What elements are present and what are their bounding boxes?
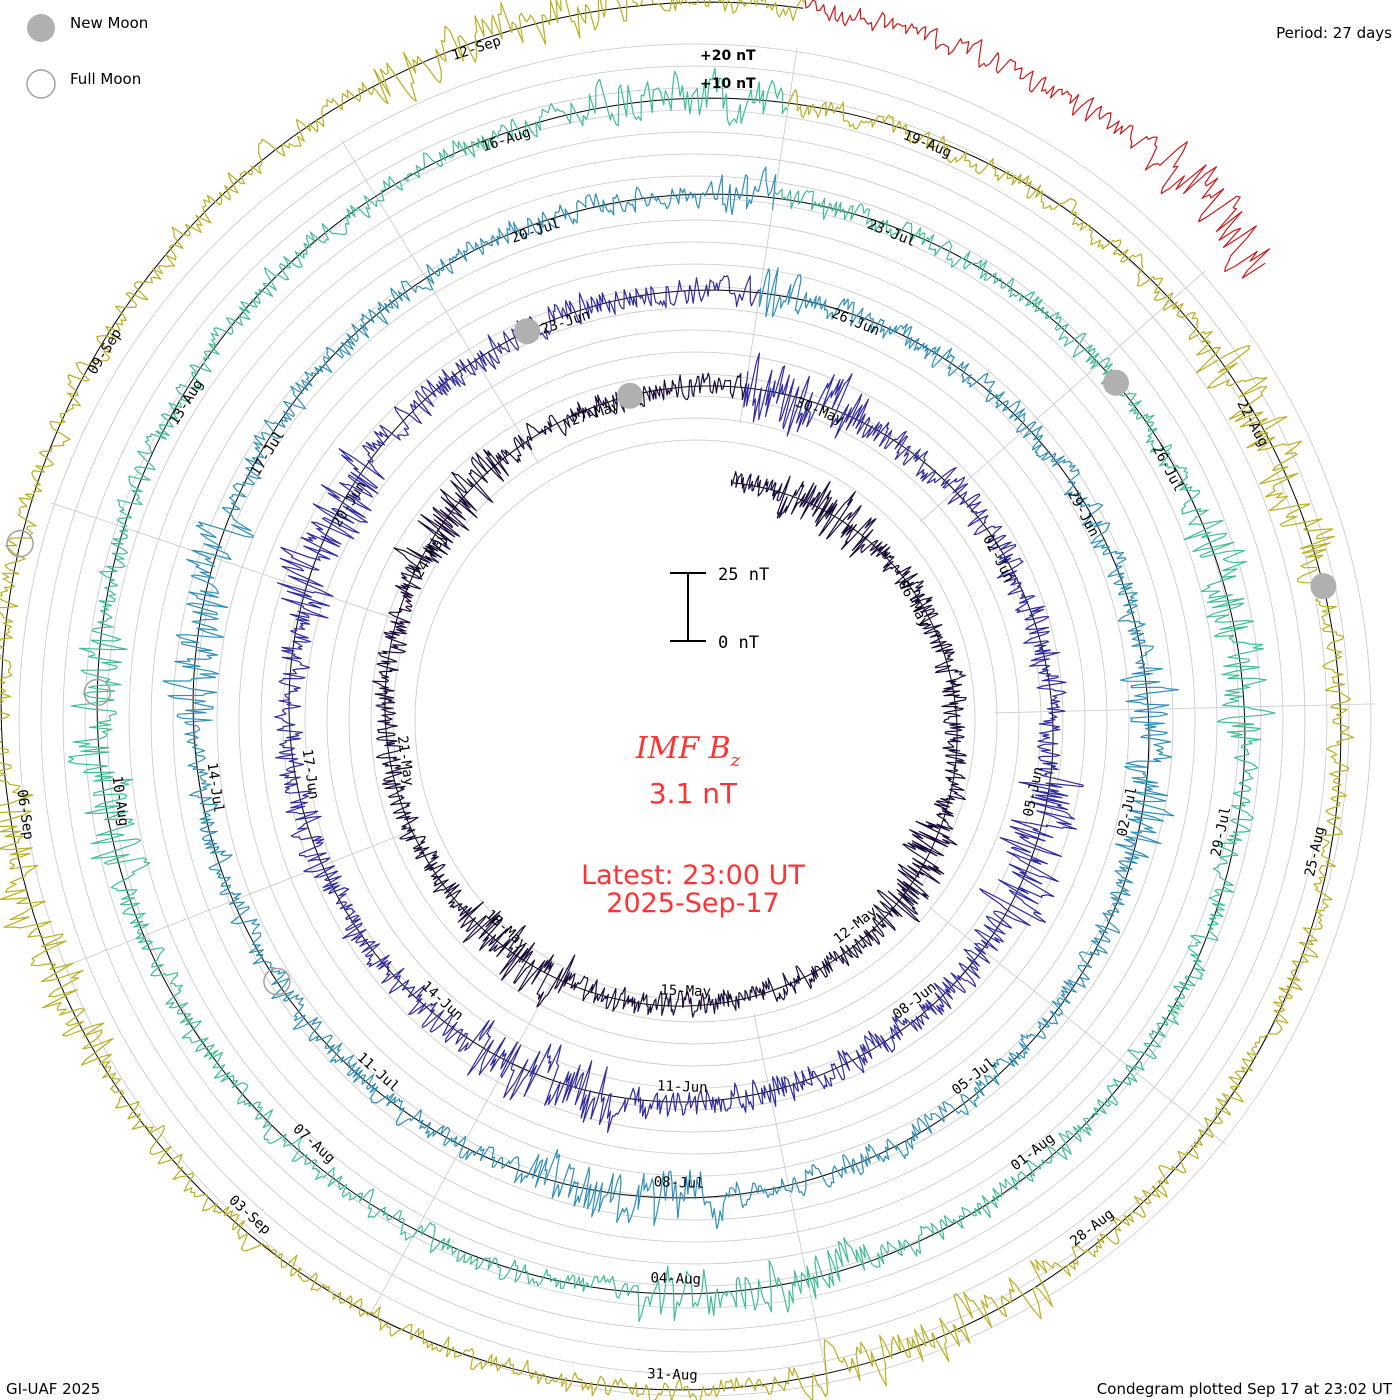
scale-bar: 25 nT 0 nT — [670, 565, 769, 653]
date-label: 17-Jul — [248, 428, 288, 479]
full-moon-legend-icon — [26, 69, 56, 99]
grid-circle — [260, 285, 1130, 1155]
series-layer — [0, 0, 1355, 1400]
grid-circle — [238, 263, 1152, 1177]
series-line-1 — [372, 372, 967, 1018]
zero-baseline-5 — [0, 1, 1342, 1391]
scale-top-label: 25 nT — [718, 565, 769, 585]
legend-new-moon-label: New Moon — [70, 14, 149, 32]
credit-label: GI-UAF 2025 — [6, 1380, 101, 1398]
plotted-timestamp: Condegram plotted Sep 17 at 23:02 UT — [1096, 1380, 1392, 1398]
date-label: 25-Aug — [1302, 825, 1328, 878]
latest-date: 2025-Sep-17 — [606, 888, 779, 919]
date-label: 31-Aug — [647, 1366, 698, 1384]
full-moon-icon — [263, 967, 291, 996]
date-label: 27-May — [569, 398, 622, 429]
grid-spoke — [368, 983, 552, 1317]
grid-spoke — [919, 270, 1206, 523]
date-label: 20-Jul — [509, 216, 562, 247]
grid-spoke — [929, 907, 1227, 1145]
date-label: 23-Jul — [865, 217, 918, 251]
full-moon-icon — [6, 529, 34, 558]
series-line-3 — [162, 166, 1180, 1230]
grid-circle — [304, 329, 1086, 1111]
new-moon-icon — [1310, 573, 1337, 600]
date-label: 17-Jun — [299, 748, 322, 800]
moon-markers-layer — [6, 318, 1337, 996]
date-label: 10-Aug — [109, 775, 132, 827]
grid-circle — [370, 395, 1020, 1045]
period-label: Period: 27 days — [1276, 24, 1392, 42]
date-label: 09-Sep — [85, 326, 125, 377]
grid-layer — [0, 1, 1375, 1397]
new-moon-icon — [514, 318, 541, 345]
grid-circle — [62, 87, 1328, 1353]
grid-circle — [348, 373, 1042, 1067]
date-label: 06-Sep — [13, 788, 36, 840]
grid-circle — [326, 351, 1064, 1089]
new-moon-icon — [1102, 369, 1129, 396]
date-label: 05-Jul — [949, 1055, 999, 1099]
date-label: 08-Jul — [653, 1174, 704, 1192]
grid-circle — [128, 153, 1262, 1287]
ring-label-plus-20: +20 nT — [700, 48, 756, 64]
grid-circle — [194, 219, 1196, 1221]
date-label: 29-Jul — [1208, 805, 1234, 858]
new-moon-legend-icon — [27, 14, 55, 42]
date-label: 13-Aug — [166, 377, 206, 428]
grid-circle — [40, 65, 1350, 1375]
date-label: 26-Jun — [829, 306, 882, 340]
grid-spoke — [739, 47, 798, 424]
grid-circle — [172, 197, 1218, 1243]
date-label: 15-May — [660, 982, 711, 1000]
date-label: 26-Jul — [1149, 442, 1187, 494]
current-value: 3.1 nT — [649, 777, 738, 810]
date-label: 14-Jul — [204, 761, 227, 813]
grid-spoke — [50, 502, 411, 625]
date-label: 29-Jun — [1064, 487, 1102, 539]
zero-baseline-3 — [192, 193, 1150, 1199]
center-readout: IMF Bz 3.1 nT Latest: 23:00 UT 2025-Sep-… — [581, 731, 805, 919]
grid-circle — [150, 175, 1240, 1265]
zero-baseline-4 — [96, 97, 1246, 1295]
date-label: 11-Jun — [657, 1078, 708, 1096]
series-line-4 — [67, 67, 1276, 1322]
date-label: 06-May — [894, 578, 932, 630]
parameter-title: IMF Bz — [635, 731, 741, 771]
date-label: 04-Aug — [650, 1270, 701, 1288]
series-line-5 — [0, 0, 1355, 1400]
date-label: 28-Aug — [1067, 1206, 1117, 1250]
grid-spoke — [340, 139, 540, 465]
date-label: 21-May — [394, 735, 417, 787]
grid-circle — [392, 417, 998, 1023]
series-line-2 — [274, 275, 1084, 1133]
latest-time: Latest: 23:00 UT — [581, 860, 805, 891]
scale-bottom-label: 0 nT — [718, 633, 759, 653]
grid-spoke — [753, 1014, 830, 1387]
full-moon-icon — [83, 678, 111, 707]
grid-circle — [414, 439, 976, 1001]
grid-circle — [84, 109, 1306, 1331]
ring-label-plus-10: +10 nT — [700, 76, 756, 92]
grid-circle — [106, 131, 1284, 1309]
new-moon-icon — [616, 382, 643, 409]
series-line-6 — [804, 0, 1270, 279]
legend-full-moon-label: Full Moon — [70, 70, 142, 88]
